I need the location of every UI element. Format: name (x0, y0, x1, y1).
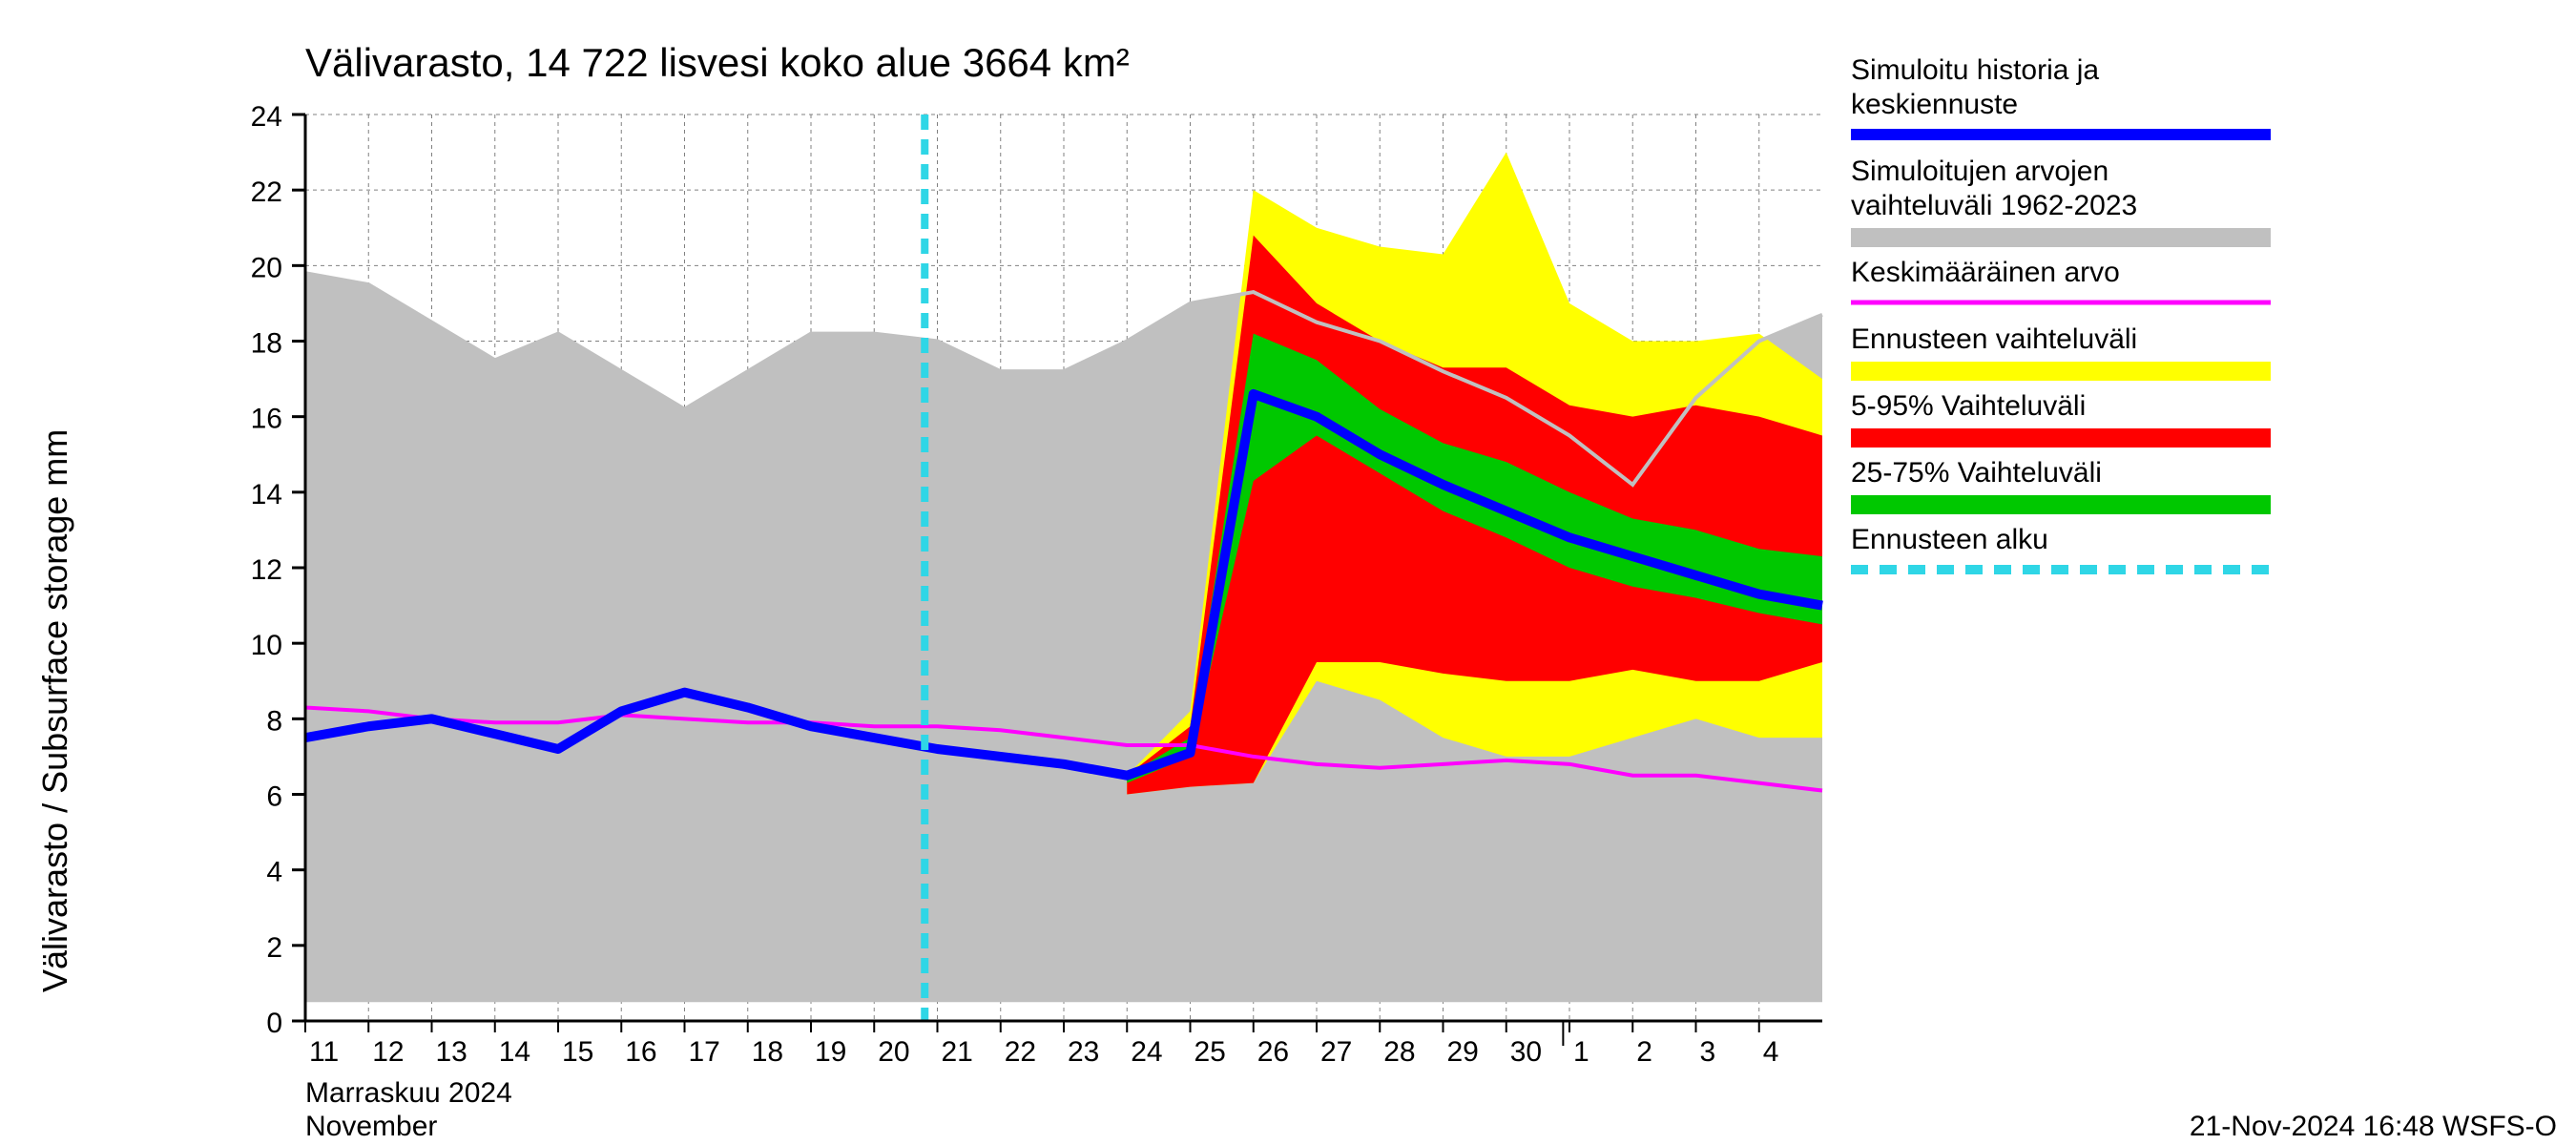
svg-text:2: 2 (1636, 1036, 1652, 1068)
svg-text:13: 13 (436, 1036, 467, 1068)
svg-text:29: 29 (1447, 1036, 1479, 1068)
svg-text:Keskimääräinen arvo: Keskimääräinen arvo (1851, 257, 2120, 288)
svg-text:5-95% Vaihteluväli: 5-95% Vaihteluväli (1851, 390, 2086, 422)
svg-text:11: 11 (309, 1036, 339, 1068)
plot-area: 0246810121416182022241112131415161718192… (251, 101, 1822, 1068)
svg-text:22: 22 (1005, 1036, 1036, 1068)
svg-text:25: 25 (1195, 1036, 1226, 1068)
svg-text:19: 19 (815, 1036, 846, 1068)
timestamp-footer: 21-Nov-2024 16:48 WSFS-O (2190, 1111, 2557, 1142)
svg-text:Simuloitu historia ja: Simuloitu historia ja (1851, 54, 2099, 86)
svg-text:16: 16 (251, 404, 282, 435)
svg-text:28: 28 (1383, 1036, 1415, 1068)
svg-text:21: 21 (942, 1036, 973, 1068)
svg-text:0: 0 (266, 1008, 282, 1039)
svg-text:vaihteluväli 1962-2023: vaihteluväli 1962-2023 (1851, 190, 2137, 221)
svg-text:3: 3 (1700, 1036, 1716, 1068)
legend: Simuloitu historia jakeskiennuste Simuloi… (1851, 54, 2271, 570)
svg-text:12: 12 (251, 554, 282, 586)
svg-text:1: 1 (1573, 1036, 1589, 1068)
svg-text:22: 22 (251, 177, 282, 208)
svg-text:30: 30 (1510, 1036, 1542, 1068)
svg-text:15: 15 (562, 1036, 593, 1068)
svg-text:24: 24 (1131, 1036, 1162, 1068)
svg-text:4: 4 (266, 857, 282, 888)
svg-text:26: 26 (1257, 1036, 1289, 1068)
svg-text:14: 14 (251, 479, 282, 510)
svg-text:10: 10 (251, 630, 282, 661)
svg-text:Ennusteen vaihteluväli: Ennusteen vaihteluväli (1851, 323, 2137, 355)
chart-title: Välivarasto, 14 722 lisvesi koko alue 36… (305, 40, 1130, 85)
svg-text:27: 27 (1320, 1036, 1352, 1068)
x-month-en: November (305, 1111, 437, 1142)
svg-text:24: 24 (251, 101, 282, 133)
svg-text:4: 4 (1763, 1036, 1779, 1068)
svg-text:18: 18 (752, 1036, 783, 1068)
svg-text:12: 12 (372, 1036, 404, 1068)
svg-text:20: 20 (251, 252, 282, 283)
svg-text:keskiennuste: keskiennuste (1851, 89, 2018, 120)
y-axis-label: Välivarasto / Subsurface storage mm (35, 429, 74, 992)
svg-text:16: 16 (625, 1036, 656, 1068)
svg-text:14: 14 (499, 1036, 530, 1068)
x-month-fi: Marraskuu 2024 (305, 1077, 512, 1109)
svg-text:17: 17 (689, 1036, 720, 1068)
svg-text:23: 23 (1068, 1036, 1099, 1068)
svg-text:8: 8 (266, 705, 282, 737)
svg-text:6: 6 (266, 781, 282, 813)
svg-text:20: 20 (878, 1036, 909, 1068)
svg-text:Simuloitujen arvojen: Simuloitujen arvojen (1851, 156, 2109, 187)
forecast-chart: Välivarasto, 14 722 lisvesi koko alue 36… (0, 0, 2576, 1145)
svg-text:Ennusteen alku: Ennusteen alku (1851, 524, 2048, 555)
svg-text:25-75% Vaihteluväli: 25-75% Vaihteluväli (1851, 457, 2102, 489)
svg-text:2: 2 (266, 932, 282, 964)
svg-text:18: 18 (251, 328, 282, 360)
